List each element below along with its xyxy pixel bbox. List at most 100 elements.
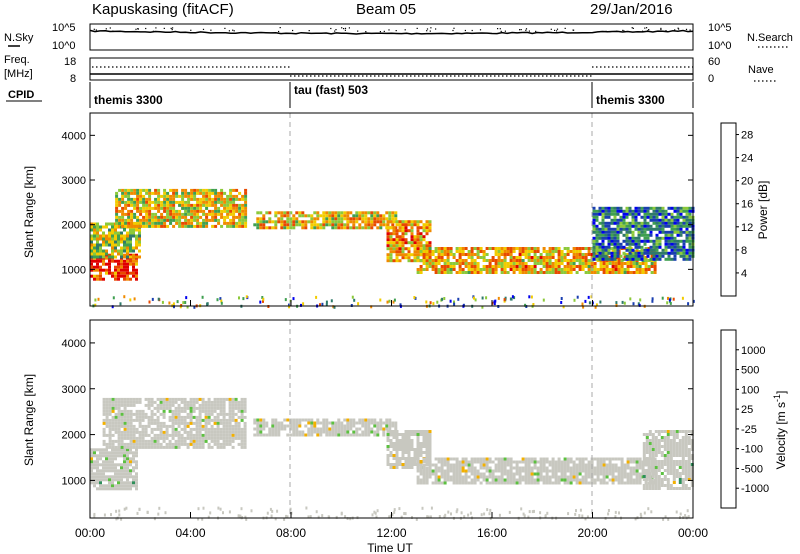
range-cell (187, 206, 191, 210)
range-cell (271, 226, 275, 230)
range-cell (617, 265, 621, 268)
range-cell (572, 262, 576, 265)
range-cell (117, 249, 120, 253)
range-cell (410, 448, 414, 451)
range-cell (575, 265, 579, 268)
range-cell (223, 200, 227, 204)
range-cell (533, 259, 537, 262)
range-cell (542, 466, 546, 470)
range-cell (105, 252, 108, 256)
range-cell (428, 229, 432, 233)
range-cell (634, 517, 637, 521)
range-cell (135, 397, 139, 401)
range-cell (229, 197, 233, 201)
range-cell (117, 274, 120, 278)
range-cell (607, 224, 611, 228)
range-cell (386, 232, 390, 236)
range-cell (138, 421, 142, 425)
range-cell (679, 512, 682, 516)
range-cell (498, 513, 501, 517)
range-cell (658, 239, 662, 243)
range-cell (138, 507, 141, 511)
range-cell (313, 427, 317, 431)
range-cell (443, 253, 447, 256)
range-cell (165, 427, 169, 431)
range-cell (690, 445, 694, 448)
range-cell (135, 484, 138, 488)
range-cell (681, 472, 685, 475)
range-cell (240, 430, 244, 434)
range-cell (154, 212, 158, 216)
range-cell (422, 250, 426, 253)
range-cell (419, 226, 423, 230)
range-cell (105, 466, 108, 470)
range-cell (631, 254, 635, 258)
range-cell (458, 463, 462, 467)
range-cell (491, 247, 495, 250)
range-cell (220, 215, 224, 219)
noise-search-point (172, 27, 174, 29)
range-cell (93, 259, 96, 263)
freq-label-line1: Freq. (4, 54, 30, 66)
range-cell (684, 460, 688, 463)
range-cell (157, 218, 161, 222)
range-cell (676, 218, 680, 222)
range-cell (587, 259, 591, 262)
range-cell (283, 220, 287, 224)
range-cell (610, 218, 614, 222)
range-cell (202, 200, 206, 204)
range-cell (398, 457, 402, 460)
range-cell (622, 233, 626, 237)
noise-search-point (112, 30, 114, 32)
range-cell (136, 191, 140, 195)
range-cell (389, 451, 393, 454)
range-cell (193, 206, 197, 210)
range-cell (497, 460, 501, 464)
range-cell (217, 194, 221, 198)
range-cell (443, 259, 447, 262)
range-cell (422, 460, 426, 463)
range-cell (673, 227, 677, 231)
range-cell (392, 232, 396, 236)
range-cell (434, 268, 438, 271)
range-cell (352, 220, 356, 224)
range-cell (235, 209, 239, 213)
range-cell (90, 252, 93, 256)
range-cell (204, 409, 208, 413)
range-cell (126, 460, 129, 464)
range-cell (681, 430, 685, 433)
range-cell (211, 215, 215, 219)
range-cell (521, 478, 525, 482)
range-cell (172, 206, 176, 210)
range-cell (539, 466, 543, 470)
range-cell (587, 463, 591, 467)
range-cell (144, 397, 148, 401)
range-cell (124, 212, 128, 216)
range-cell (560, 268, 564, 271)
range-cell (590, 262, 594, 265)
noise-search-point (109, 27, 111, 29)
range-cell (569, 457, 573, 461)
range-cell (183, 442, 187, 446)
range-cell (449, 469, 453, 473)
range-cell (102, 427, 106, 431)
range-cell (652, 215, 656, 219)
range-cell (190, 203, 194, 207)
range-cell (319, 433, 323, 437)
range-cell (331, 430, 335, 434)
range-cell (108, 484, 111, 488)
range-cell (575, 247, 579, 250)
range-cell (90, 469, 93, 473)
range-cell (440, 475, 444, 479)
range-cell (527, 475, 531, 479)
range-cell (349, 424, 353, 428)
range-cell (521, 466, 525, 470)
range-cell (108, 487, 111, 491)
range-cell (232, 215, 236, 219)
range-cell (476, 253, 480, 256)
range-cell (533, 457, 537, 461)
range-cell (688, 242, 692, 246)
range-cell (243, 427, 247, 431)
range-cell (183, 403, 187, 407)
range-cell (175, 191, 179, 195)
